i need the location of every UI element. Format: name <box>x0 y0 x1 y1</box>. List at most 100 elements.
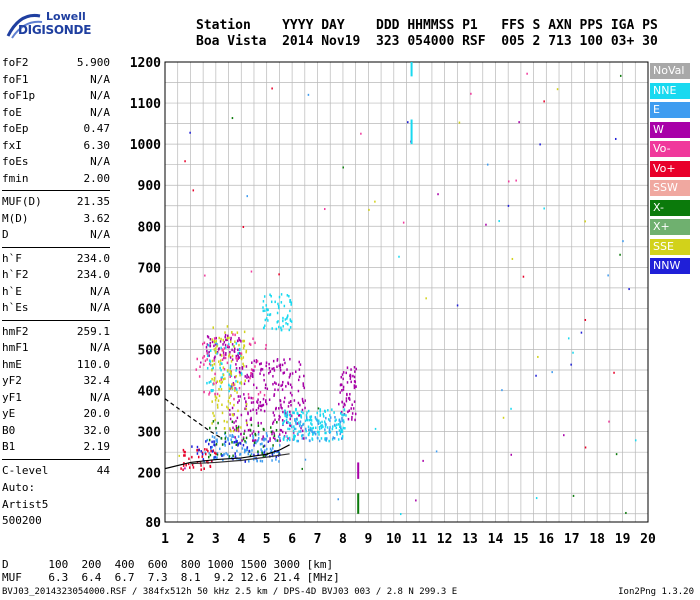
echo-point <box>264 309 266 312</box>
echo-point <box>213 357 216 360</box>
x-tick-label: 2 <box>187 532 195 547</box>
echo-point <box>274 418 276 422</box>
echo-point <box>320 437 323 440</box>
param-key: B1 <box>2 440 16 453</box>
echo-point <box>278 450 280 454</box>
echo-point <box>619 253 621 256</box>
echo-point <box>206 448 208 451</box>
echo-point <box>230 336 232 340</box>
echo-point <box>280 326 282 330</box>
echo-point <box>232 414 235 417</box>
param-key: yE <box>2 407 16 420</box>
echo-point <box>234 340 236 343</box>
echo-point <box>250 396 252 400</box>
echo-point <box>289 421 291 425</box>
param-value: N/A <box>90 155 110 168</box>
param-row: MUF(D) 21.35 <box>2 195 110 209</box>
echo-point <box>314 416 317 419</box>
echo-point <box>279 439 281 442</box>
echo-point <box>196 449 199 452</box>
echo-point <box>210 380 212 383</box>
echo-point <box>271 367 273 371</box>
echo-point <box>338 429 341 432</box>
echo-point <box>299 420 302 423</box>
echo-point <box>241 439 243 442</box>
echo-point <box>271 447 274 450</box>
echo-point <box>342 377 344 381</box>
echo-point <box>556 88 559 91</box>
echo-point <box>280 328 283 332</box>
echo-point <box>203 363 205 366</box>
echo-point <box>216 403 219 407</box>
plot-border <box>164 61 649 523</box>
echo-point <box>291 414 293 418</box>
param-value: 234.0 <box>76 268 110 281</box>
echo-point <box>280 403 282 407</box>
echo-point <box>196 357 198 361</box>
echo-point <box>272 430 274 433</box>
echo-point <box>242 225 245 228</box>
echo-point <box>260 367 262 371</box>
echo-point <box>244 440 246 443</box>
distance-row: D 100 200 400 600 800 1000 1500 3000 [km… <box>2 558 334 571</box>
echo-point <box>243 393 245 396</box>
echo-point <box>222 373 225 377</box>
echo-point <box>263 451 266 454</box>
y-tick-label: 400 <box>138 385 162 400</box>
echo-point <box>399 513 402 516</box>
echo-point <box>284 412 287 415</box>
echo-point <box>222 458 224 462</box>
echo-point <box>197 455 200 459</box>
echo-point <box>191 445 193 448</box>
echo-point <box>278 433 281 436</box>
echo-point <box>248 342 251 346</box>
param-key: foF1p <box>2 89 36 102</box>
echo-point <box>340 430 342 434</box>
echo-point <box>341 389 343 392</box>
echo-point <box>615 453 618 456</box>
echo-point <box>211 422 213 425</box>
echo-point <box>234 436 236 439</box>
echo-point <box>351 403 353 407</box>
echo-point <box>239 373 241 377</box>
y-tick-label: 500 <box>138 344 162 359</box>
echo-point <box>258 362 261 366</box>
echo-point <box>300 426 302 430</box>
y-tick-label: 600 <box>138 302 162 317</box>
echo-point <box>276 311 279 315</box>
echo-point <box>218 336 220 340</box>
echo-point <box>272 411 275 414</box>
echo-point <box>293 427 296 431</box>
echo-point <box>501 389 503 392</box>
echo-point <box>223 427 226 430</box>
echo-point <box>245 404 248 408</box>
legend-item: Vo+ <box>650 160 690 177</box>
echo-point <box>183 450 186 454</box>
echo-point <box>341 373 344 376</box>
x-tick-label: 10 <box>386 532 402 547</box>
echo-point <box>224 333 227 337</box>
echo-point <box>282 325 284 328</box>
echo-point <box>203 341 206 345</box>
echo-point <box>263 373 265 377</box>
echo-point <box>239 352 241 355</box>
echo-point <box>277 320 279 323</box>
echo-point <box>267 313 269 316</box>
echo-point <box>262 454 265 458</box>
echo-point <box>263 409 266 413</box>
echo-point <box>254 341 256 345</box>
echo-point <box>437 193 439 196</box>
param-key: foEs <box>2 155 29 168</box>
echo-point <box>231 383 233 386</box>
echo-point <box>286 317 288 320</box>
echo-point <box>298 430 300 433</box>
echo-point <box>257 398 259 401</box>
echo-point <box>435 450 438 453</box>
echo-point <box>336 430 338 434</box>
echo-point <box>235 424 238 428</box>
echo-point <box>247 411 249 415</box>
echo-point <box>303 386 306 390</box>
echo-point <box>267 308 269 312</box>
echo-point <box>283 412 286 415</box>
x-tick-label: 3 <box>212 532 220 547</box>
